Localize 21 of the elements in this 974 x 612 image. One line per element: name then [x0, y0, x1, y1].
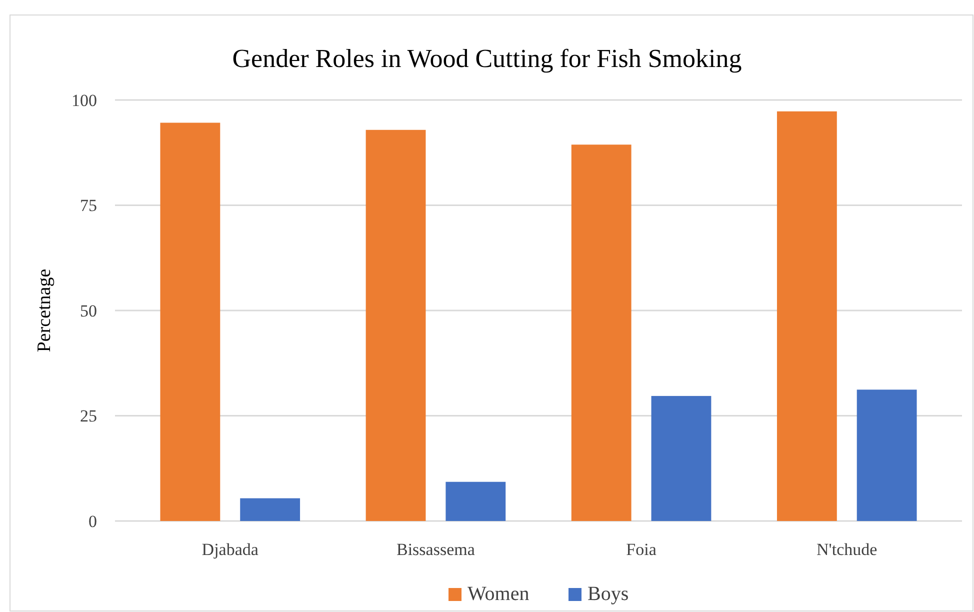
bar [240, 498, 300, 521]
legend-label: Boys [588, 583, 629, 605]
bar [776, 111, 837, 521]
bar [651, 396, 712, 521]
y-tick-label: 25 [80, 406, 97, 426]
y-tick-label: 50 [80, 301, 97, 320]
x-tick-label: Foia [626, 540, 657, 559]
x-tick-label: Bissassema [396, 540, 476, 559]
legend-label: Women [468, 583, 530, 605]
y-axis-title: Percetnage [34, 268, 55, 352]
y-tick-label: 75 [80, 196, 97, 216]
bar [160, 122, 220, 521]
y-tick-label: 100 [72, 90, 97, 110]
bar [446, 482, 506, 521]
x-tick-label: Djabada [202, 540, 259, 559]
x-tick-label: N'tchude [816, 540, 878, 559]
y-tick-label: 0 [88, 512, 97, 531]
bar [571, 144, 632, 521]
bar [856, 390, 917, 521]
chart-title: Gender Roles in Wood Cutting for Fish Smoking [232, 44, 742, 73]
bar [366, 130, 426, 521]
